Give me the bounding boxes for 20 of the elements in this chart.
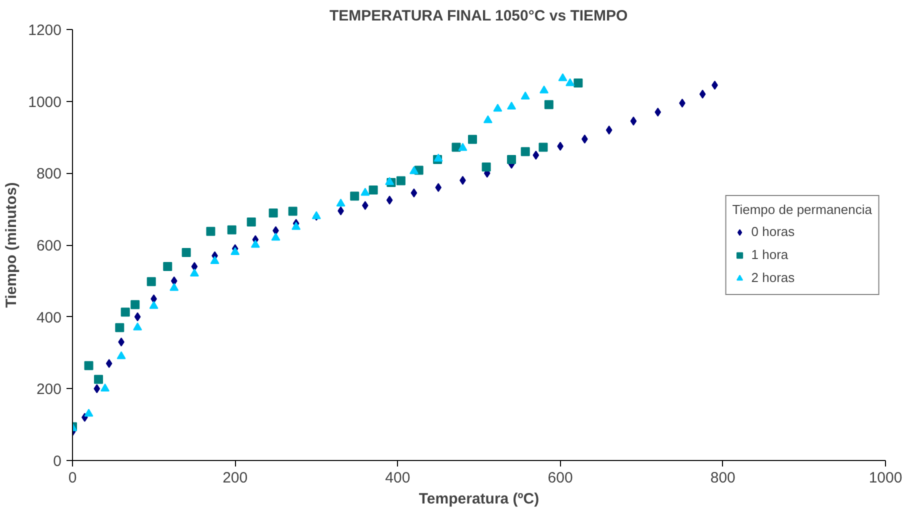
y-axis-title: Tiempo (minutos) xyxy=(3,182,20,308)
x-tick-label: 400 xyxy=(385,470,410,486)
y-tick-label: 800 xyxy=(36,166,62,183)
x-axis-title: Temperatura (ºC) xyxy=(418,490,540,508)
y-tick-label: 200 xyxy=(36,381,62,398)
x-tick-label: 200 xyxy=(222,470,248,486)
legend-label: 0 horas xyxy=(751,224,795,240)
x-tick-label: 800 xyxy=(710,470,736,486)
x-tick-label: 1000 xyxy=(868,470,902,486)
chart-title: TEMPERATURA FINAL 1050°C vs TIEMPO xyxy=(329,8,628,24)
y-tick-label: 1200 xyxy=(28,22,62,39)
x-tick-label: 0 xyxy=(68,470,77,486)
y-tick-label: 400 xyxy=(36,309,62,326)
legend-title: Tiempo de permanencia xyxy=(732,202,872,216)
x-tick-label: 600 xyxy=(548,470,573,486)
y-tick-label: 1000 xyxy=(28,94,62,111)
y-tick-label: 600 xyxy=(36,238,62,254)
legend-label: 2 horas xyxy=(751,270,795,286)
y-tick-label: 0 xyxy=(53,453,62,470)
legend-label: 1 hora xyxy=(751,246,788,262)
